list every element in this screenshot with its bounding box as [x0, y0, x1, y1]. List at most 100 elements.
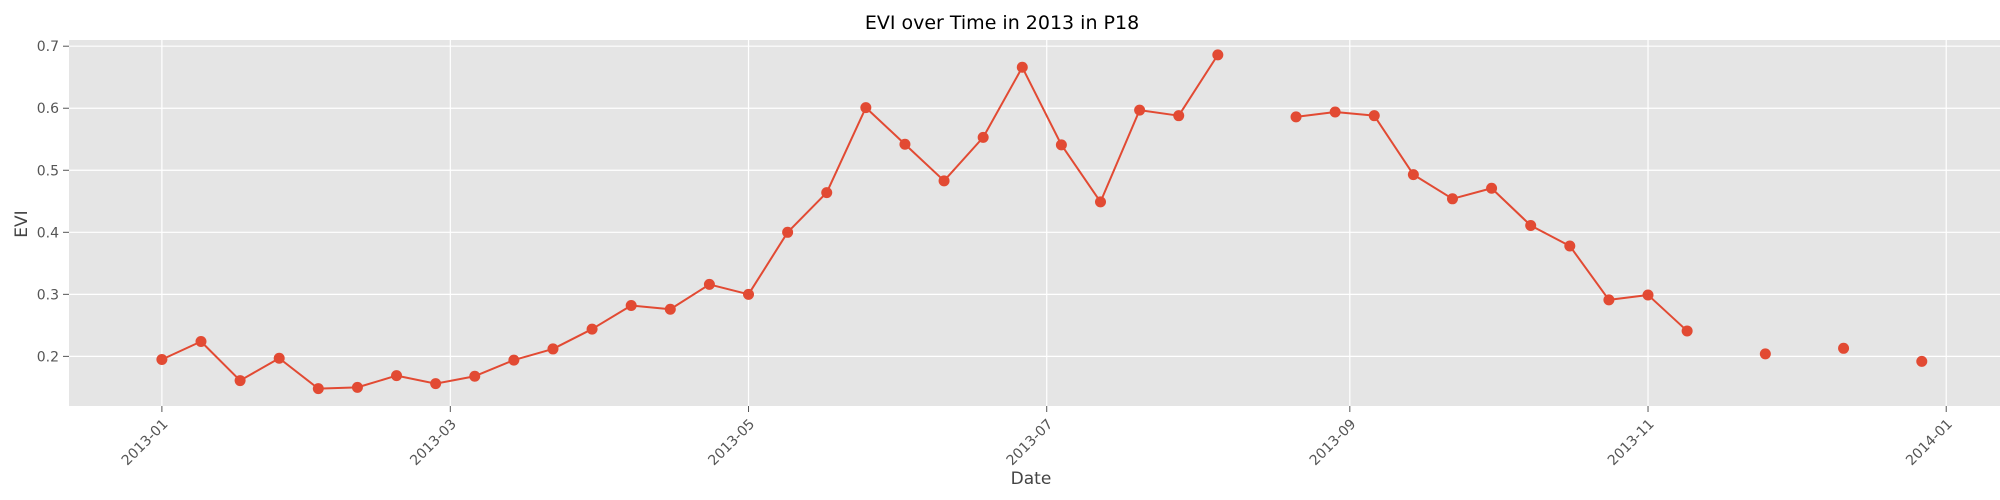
data-point — [821, 187, 833, 199]
series-segment — [825, 106, 867, 194]
x-tick-label: 2013-07 — [1004, 416, 1057, 469]
data-point — [1486, 182, 1498, 194]
data-point — [391, 370, 403, 382]
data-point — [1016, 61, 1028, 73]
series-segment — [1295, 110, 1337, 118]
series-segment — [786, 191, 828, 234]
data-point — [469, 370, 481, 382]
data-point — [1838, 342, 1850, 354]
data-point — [782, 226, 794, 238]
data-point — [899, 138, 911, 150]
data-point — [1212, 49, 1224, 61]
data-point — [430, 378, 442, 390]
grid-layer — [69, 40, 2000, 406]
y-tick-label: 0.5 — [37, 163, 59, 179]
x-tick-label: 2013-01 — [119, 416, 172, 469]
data-point — [1759, 348, 1771, 360]
data-point — [234, 375, 246, 387]
series-segment — [278, 357, 320, 390]
x-tick-label: 2013-11 — [1605, 416, 1658, 469]
series-segment — [160, 340, 202, 361]
data-point — [977, 131, 989, 143]
x-tick-label: 2013-03 — [407, 416, 460, 469]
series-segment — [239, 357, 281, 382]
series-segment — [473, 359, 515, 378]
data-point — [1564, 240, 1576, 252]
series-segment — [1490, 187, 1532, 227]
data-point — [195, 335, 207, 347]
series-segment — [199, 340, 242, 382]
series-segment — [1021, 66, 1063, 146]
series-segment — [630, 304, 672, 311]
data-point — [938, 175, 950, 187]
data-point — [586, 323, 598, 335]
series-segment — [708, 283, 750, 296]
chart-title: EVI over Time in 2013 in P18 — [865, 12, 1139, 34]
data-point — [1525, 219, 1537, 231]
series-segment — [943, 136, 985, 182]
y-axis-label: EVI — [12, 210, 32, 237]
series-segment — [317, 386, 359, 390]
data-point — [508, 354, 520, 366]
x-axis-ticks: 2013-01 2013-03 2013-05 2013-07 2013-09 2013-… — [119, 406, 1956, 469]
data-point — [1134, 104, 1146, 116]
data-point — [1916, 355, 1928, 367]
data-point — [1407, 169, 1419, 181]
series-segment — [1647, 293, 1689, 332]
data-point — [1329, 106, 1341, 118]
x-tick-label: 2013-09 — [1307, 416, 1360, 469]
series-segment — [1099, 109, 1141, 203]
series-segment — [356, 374, 398, 389]
data-point — [1603, 294, 1615, 306]
data-point — [351, 381, 363, 393]
data-point — [625, 300, 637, 312]
plot-area — [69, 40, 2000, 406]
data-point — [312, 383, 324, 395]
series-segment — [1060, 143, 1102, 203]
series-segment — [1177, 53, 1219, 117]
data-point — [1094, 196, 1106, 208]
series-segment — [864, 106, 906, 146]
series-segment — [1529, 224, 1571, 247]
x-tick-label: 2014-01 — [1903, 416, 1956, 469]
data-point — [1055, 139, 1067, 151]
series-segment — [1334, 110, 1376, 117]
data-point — [860, 102, 872, 114]
series-segment — [1451, 187, 1493, 200]
y-tick-label: 0.6 — [37, 101, 59, 117]
series-segment — [669, 283, 711, 311]
data-point — [547, 343, 559, 355]
series-segment — [591, 304, 633, 331]
data-point — [1290, 111, 1302, 123]
data-point — [1642, 289, 1654, 301]
data-point — [664, 303, 676, 315]
x-axis-label: Date — [1011, 469, 1052, 489]
series-segment — [982, 66, 1024, 139]
series-lines — [160, 53, 1689, 390]
y-tick-label: 0.2 — [37, 349, 59, 365]
data-point — [703, 278, 715, 290]
data-point — [1173, 110, 1185, 122]
series-segment — [1412, 173, 1454, 200]
y-tick-label: 0.4 — [37, 225, 59, 241]
data-point — [1681, 325, 1693, 337]
x-tick-label: 2013-05 — [705, 416, 758, 469]
y-tick-label: 0.3 — [37, 287, 59, 303]
series-segment — [395, 374, 437, 385]
y-tick-label: 0.7 — [37, 39, 59, 55]
data-point — [156, 353, 168, 365]
series-segment — [551, 328, 594, 350]
data-point — [273, 352, 285, 364]
series-segment — [747, 231, 789, 296]
series-segment — [1607, 293, 1650, 301]
series-points — [156, 49, 1928, 395]
series-segment — [903, 143, 946, 182]
series-segment — [434, 375, 476, 385]
y-axis-ticks: 0.2 0.3 0.4 0.5 0.6 0.7 — [37, 39, 69, 365]
series-segment — [512, 347, 554, 362]
series-segment — [1568, 244, 1610, 301]
data-point — [1446, 193, 1458, 205]
data-point — [1368, 110, 1380, 122]
